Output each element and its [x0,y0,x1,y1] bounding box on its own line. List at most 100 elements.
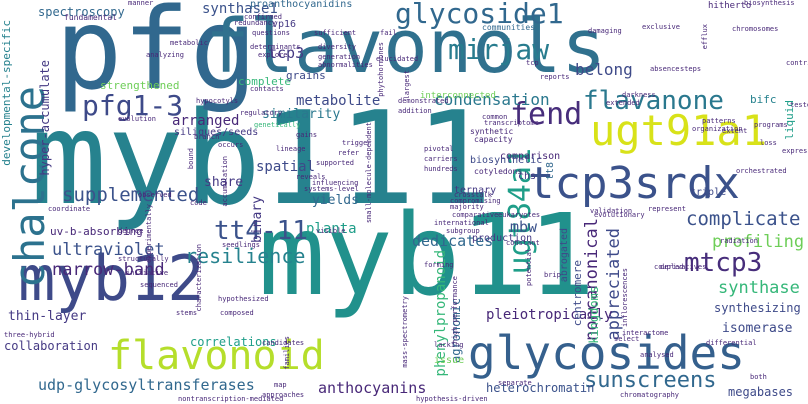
word: lineage [276,145,306,153]
word: tcp3srdx [528,158,740,209]
word: synthase [718,278,800,298]
word: flavanone [583,86,724,116]
word: orchestrated [736,167,787,175]
word: contacts [250,85,284,93]
word: production [472,233,533,244]
word: complicate [686,208,801,230]
word: influencing [312,179,359,187]
word: validation [590,207,633,215]
word: comparison [500,151,561,162]
word: heterochromatin [486,381,595,395]
word: initiative [126,269,169,277]
word: subgroup [446,227,480,235]
word: tested [790,101,808,109]
word: absence [650,65,680,73]
word: tt4-11 [214,216,308,246]
word: structurally [118,255,169,263]
word: centromere [571,260,584,327]
word: fail [380,29,397,37]
word: compromising [450,197,501,205]
word: refer [338,149,360,157]
word: flavonols [205,4,606,90]
word: damaging [588,27,622,35]
word: dedicates [412,232,494,250]
word: manner [128,0,154,7]
word: pfg1-3 [82,89,184,122]
word: differential [706,339,757,347]
word: sequenced [140,281,178,289]
word: regulatory [240,109,283,117]
word: eukaryotes [498,211,541,219]
word: similarity [262,107,341,122]
word: pleiotropically [486,307,613,323]
word: redundancy [234,19,277,27]
word: synthesizing [714,301,801,315]
word: contributes [786,59,808,67]
word: experimentally [145,204,153,264]
word: vp16 [272,19,297,30]
word: mirjaw [448,33,550,66]
word: international [434,219,489,227]
word: seedlings [222,241,260,249]
word: lacking [434,341,464,349]
word: pfg [55,0,258,115]
word: reveals [296,173,326,181]
word: inflorescences [621,268,629,328]
word: high-performance [451,276,459,344]
word: biosynthesis [744,0,795,7]
word: kingdoms [587,286,601,344]
word: spectroscopy [38,5,125,19]
word: systems-level [304,185,359,193]
word: programs [754,121,788,129]
word: represent [648,205,686,213]
word: interconnected [420,91,496,101]
word: steps [680,65,702,73]
word: evolutionary [594,211,645,219]
word: exclusive [642,23,680,31]
word: issue [434,355,465,366]
word: myb11 [258,191,596,321]
word: addition [398,107,432,115]
word: map [274,381,287,389]
word: correlations [190,335,277,349]
word: bound [187,148,195,170]
word: flavonoid [108,333,325,379]
word: strengthened [100,79,180,92]
word: radiation [720,237,758,245]
word: glycoside1 [395,0,564,30]
word: extended [606,99,640,107]
word: bifc [750,93,777,106]
word: abnormalities [318,61,373,69]
word: megabases [728,385,794,399]
word: analyzing [146,51,184,59]
word: comparative [452,211,499,219]
word: genetically [254,121,301,129]
word: yields [312,193,359,208]
word: carriers [424,155,458,163]
word: stems [176,309,198,317]
word: forming [424,261,454,269]
word: trigger [342,139,372,147]
word: myb111 [30,85,493,234]
word: coordinate [48,205,91,213]
word: complete [238,75,291,88]
word: fend [510,97,583,132]
word: patterns [702,117,736,125]
word: expression [782,147,808,155]
word: families [283,336,291,370]
word: extent [722,127,748,135]
word: arranged [172,113,240,129]
word: sunscreens [584,368,717,393]
word: hypothesis-driven [416,395,488,403]
word: ternary [454,185,497,196]
word: organization [692,125,743,133]
word: hypothesized [218,295,269,303]
word: isomerase [722,321,793,336]
word: demonstrated [398,97,449,105]
word: separate [498,379,532,387]
word: largest [403,70,411,100]
word: phytohormones [377,42,385,97]
word: cotyledons [474,167,523,176]
word: branch [194,133,220,141]
word: triple [690,187,727,198]
